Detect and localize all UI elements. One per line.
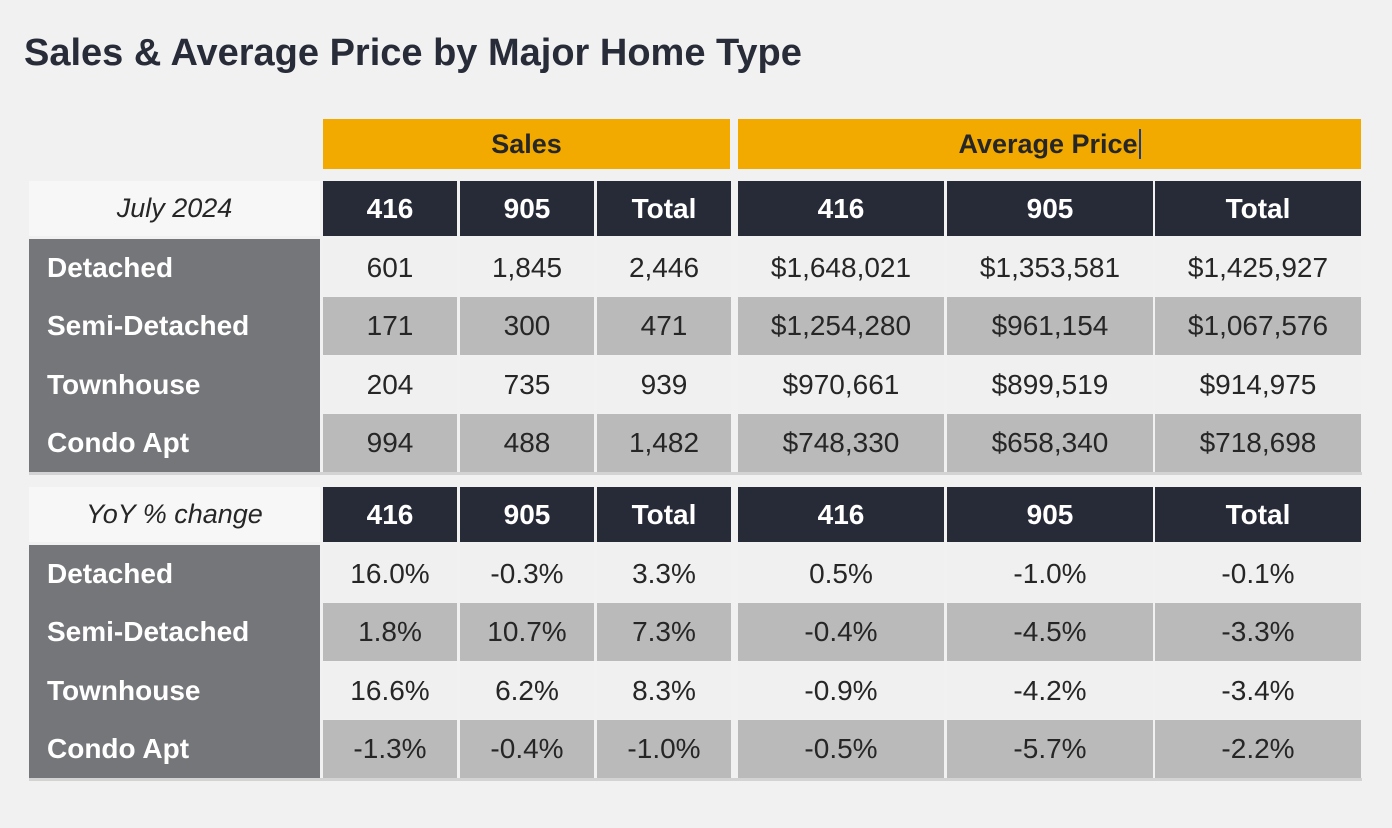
table-cell-current-r3-c3: $748,330 xyxy=(738,414,944,472)
table-cell-yoy-r2-c5: -3.4% xyxy=(1155,662,1361,719)
table-cell-yoy-r2-c1: 6.2% xyxy=(460,662,594,719)
table-cell-yoy-r0-c4: -1.0% xyxy=(947,545,1153,602)
row-label-block-current xyxy=(29,239,320,472)
text-cursor xyxy=(1138,129,1141,159)
table-cell-yoy-r0-c5: -0.1% xyxy=(1155,545,1361,602)
table-cell-yoy-r0-c0: 16.0% xyxy=(323,545,457,602)
table-cell-yoy-r3-c3: -0.5% xyxy=(738,720,944,778)
table-cell-current-r2-c4: $899,519 xyxy=(947,356,1153,413)
column-header-yoy-3: 416 xyxy=(738,487,944,542)
table-cell-yoy-r3-c2: -1.0% xyxy=(597,720,731,778)
row-label-current-1: Semi-Detached xyxy=(47,310,250,341)
table-cell-current-r1-c0: 171 xyxy=(323,297,457,355)
column-header-yoy-5: Total xyxy=(1155,487,1361,542)
table-cell-yoy-r2-c4: -4.2% xyxy=(947,662,1153,719)
group-header-average-price: Average Price xyxy=(738,119,1361,169)
table-cell-current-r0-c5: $1,425,927 xyxy=(1155,239,1361,296)
row-label-yoy-1: Semi-Detached xyxy=(47,616,250,647)
row-label-yoy-0: Detached xyxy=(47,558,174,589)
table-cell-current-r2-c0: 204 xyxy=(323,356,457,413)
table-cell-yoy-r2-c3: -0.9% xyxy=(738,662,944,719)
table-cell-yoy-r1-c5: -3.3% xyxy=(1155,603,1361,661)
table-cell-current-r3-c0: 994 xyxy=(323,414,457,472)
table-cell-yoy-r3-c5: -2.2% xyxy=(1155,720,1361,778)
row-label-current-3: Condo Apt xyxy=(47,427,190,458)
row-label-block-yoy xyxy=(29,545,320,778)
table-cell-current-r1-c5: $1,067,576 xyxy=(1155,297,1361,355)
column-header-current-4: 905 xyxy=(947,181,1153,236)
row-label-current-0: Detached xyxy=(47,252,174,283)
table-cell-current-r0-c2: 2,446 xyxy=(597,239,731,296)
table-cell-current-r1-c1: 300 xyxy=(460,297,594,355)
table-cell-current-r0-c0: 601 xyxy=(323,239,457,296)
table-cell-current-r3-c2: 1,482 xyxy=(597,414,731,472)
section-label-yoy: YoY % change xyxy=(29,487,320,542)
table-cell-yoy-r1-c0: 1.8% xyxy=(323,603,457,661)
group-header-average-price-label: Average Price xyxy=(958,128,1138,159)
table-cell-current-r2-c3: $970,661 xyxy=(738,356,944,413)
table-cell-yoy-r3-c4: -5.7% xyxy=(947,720,1153,778)
table-cell-yoy-r0-c3: 0.5% xyxy=(738,545,944,602)
table-cell-yoy-r3-c0: -1.3% xyxy=(323,720,457,778)
table-cell-current-r0-c4: $1,353,581 xyxy=(947,239,1153,296)
table-cell-current-r3-c5: $718,698 xyxy=(1155,414,1361,472)
column-header-current-1: 905 xyxy=(460,181,594,236)
table-cell-current-r1-c3: $1,254,280 xyxy=(738,297,944,355)
table-cell-current-r2-c5: $914,975 xyxy=(1155,356,1361,413)
page-title: Sales & Average Price by Major Home Type xyxy=(24,32,802,74)
group-header-sales-label: Sales xyxy=(491,128,562,159)
column-header-yoy-2: Total xyxy=(597,487,731,542)
column-header-yoy-4: 905 xyxy=(947,487,1153,542)
row-label-current-2: Townhouse xyxy=(47,369,201,400)
table-cell-yoy-r0-c2: 3.3% xyxy=(597,545,731,602)
table-cell-yoy-r0-c1: -0.3% xyxy=(460,545,594,602)
table-cell-current-r1-c2: 471 xyxy=(597,297,731,355)
column-header-current-5: Total xyxy=(1155,181,1361,236)
row-label-yoy-3: Condo Apt xyxy=(47,733,190,764)
section-bottom-rule-yoy xyxy=(29,778,1362,781)
table-cell-current-r3-c1: 488 xyxy=(460,414,594,472)
table-cell-current-r2-c2: 939 xyxy=(597,356,731,413)
table-cell-yoy-r1-c4: -4.5% xyxy=(947,603,1153,661)
column-header-yoy-0: 416 xyxy=(323,487,457,542)
column-header-current-2: Total xyxy=(597,181,731,236)
column-header-current-3: 416 xyxy=(738,181,944,236)
section-bottom-rule-current xyxy=(29,472,1362,475)
table-cell-yoy-r3-c1: -0.4% xyxy=(460,720,594,778)
row-label-yoy-2: Townhouse xyxy=(47,675,201,706)
table-cell-yoy-r1-c3: -0.4% xyxy=(738,603,944,661)
section-label-current: July 2024 xyxy=(29,181,320,236)
table-cell-current-r0-c3: $1,648,021 xyxy=(738,239,944,296)
table-cell-current-r2-c1: 735 xyxy=(460,356,594,413)
table-cell-current-r3-c4: $658,340 xyxy=(947,414,1153,472)
column-header-yoy-1: 905 xyxy=(460,487,594,542)
table-cell-yoy-r1-c1: 10.7% xyxy=(460,603,594,661)
table-cell-yoy-r1-c2: 7.3% xyxy=(597,603,731,661)
table-cell-current-r1-c4: $961,154 xyxy=(947,297,1153,355)
group-header-sales: Sales xyxy=(323,119,730,169)
column-header-current-0: 416 xyxy=(323,181,457,236)
table-cell-yoy-r2-c2: 8.3% xyxy=(597,662,731,719)
table-cell-current-r0-c1: 1,845 xyxy=(460,239,594,296)
table-cell-yoy-r2-c0: 16.6% xyxy=(323,662,457,719)
